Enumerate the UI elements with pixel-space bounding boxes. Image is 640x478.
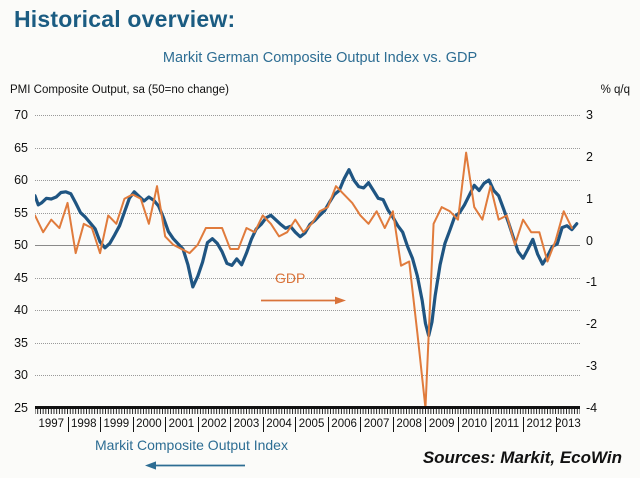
gridline (35, 310, 580, 312)
x-axis-tick-label: 2005 (298, 418, 325, 430)
gridline (35, 212, 580, 214)
x-axis-year-separator (490, 417, 492, 432)
x-axis-year-separator (262, 417, 264, 432)
zero-reference-line (35, 245, 580, 247)
x-axis-labels: 1997 1998 1999 2000 2001 2002 2003 2004 2005 2006… (35, 417, 581, 434)
x-axis-tick-label: 1998 (71, 418, 97, 430)
annotation-gdp-label: GDP (275, 270, 306, 286)
x-axis-tick-label: 2009 (428, 418, 455, 430)
annotation-pmi-label: Markit Composite Output Index (95, 437, 288, 453)
x-axis-tick-label: 2006 (331, 418, 357, 430)
y-axis-left-tick: 50 (14, 238, 28, 253)
x-axis-tick-label: 2004 (266, 418, 292, 430)
x-axis-tick-label: 1997 (38, 418, 65, 430)
x-axis-year-separator (327, 417, 329, 432)
series-layer (35, 151, 579, 408)
gridline (35, 180, 580, 182)
x-axis-tick-label: 2000 (136, 418, 162, 430)
y-axis-right-tick: -1 (586, 275, 598, 290)
y-axis-right-labels: 3 2 1 0 -1 -2 -3 -4 (35, 108, 597, 415)
x-axis-year-separator (132, 417, 134, 432)
x-axis-year-separator (425, 417, 427, 432)
x-axis-year-separator (67, 417, 69, 432)
x-axis-year-separator (392, 417, 394, 432)
y-axis-right-tick: -4 (586, 401, 598, 415)
y-axis-left-tick: 35 (14, 335, 28, 350)
annotation-gdp-arrow-icon (261, 296, 346, 305)
x-axis-year-separator (523, 417, 525, 432)
x-axis-year-separator (100, 417, 102, 432)
y-axis-right-tick: -2 (586, 317, 598, 332)
y-axis-right-tick: 2 (586, 149, 593, 164)
x-axis-tick-label: 2002 (201, 418, 227, 430)
x-axis-year-separator (295, 417, 297, 432)
y-axis-left-tick: 30 (14, 368, 28, 383)
x-axis-year-separator (457, 417, 459, 432)
page-title: Historical overview: (14, 6, 236, 32)
y-axis-right-tick: 3 (586, 108, 593, 122)
y-axis-left-tick: 40 (14, 303, 28, 318)
y-axis-left-tick: 70 (14, 108, 28, 122)
y-axis-left-tick: 25 (14, 401, 28, 415)
x-axis-tick-label: 2001 (168, 418, 195, 430)
x-axis-line (35, 406, 580, 409)
gridline (35, 375, 580, 377)
gridline (35, 277, 580, 279)
y-axis-left-tick: 65 (14, 140, 28, 155)
chart-title: Markit German Composite Output Index vs.… (162, 50, 478, 66)
x-axis-year-separator (555, 417, 557, 432)
y-axis-left-labels: 70 65 60 55 50 45 40 35 30 25 (14, 108, 580, 415)
right-axis-caption: % q/q (600, 84, 630, 96)
sources-note: Sources: Markit, EcoWin (422, 448, 622, 467)
left-axis-caption: PMI Composite Output, sa (50=no change) (10, 84, 229, 96)
y-axis-right-tick: -3 (586, 359, 598, 374)
x-axis-year-separator (165, 417, 167, 432)
y-axis-left-tick: 45 (14, 270, 28, 285)
x-axis-year-separator (197, 417, 199, 432)
plot-area: GDP Markit Composite Output Index (35, 115, 580, 470)
x-axis-tick-label: 2013 (555, 418, 581, 430)
y-axis-right-tick: 1 (586, 191, 593, 206)
x-axis-tick-label: 1999 (103, 418, 130, 430)
x-axis-tick-label: 2010 (461, 418, 488, 430)
annotation-pmi-arrow-icon (145, 461, 245, 470)
gridline (35, 342, 580, 344)
x-axis-year-separator (360, 417, 362, 432)
x-axis-tick-label: 2008 (396, 418, 422, 430)
x-axis-tick-label: 2007 (363, 418, 390, 430)
x-axis-minor-ticks (35, 407, 580, 414)
x-axis-year-separator (230, 417, 232, 432)
x-axis-tick-label: 2011 (494, 418, 520, 430)
x-axis-tick-label: 2003 (233, 418, 260, 430)
gridline (35, 115, 580, 116)
y-axis-right-tick: 0 (586, 233, 593, 248)
y-axis-left-tick: 60 (14, 173, 28, 188)
series-line (35, 151, 573, 408)
y-axis-left-tick: 55 (14, 205, 28, 220)
x-axis-tick-label: 2012 (526, 418, 553, 430)
gridline (35, 147, 580, 149)
